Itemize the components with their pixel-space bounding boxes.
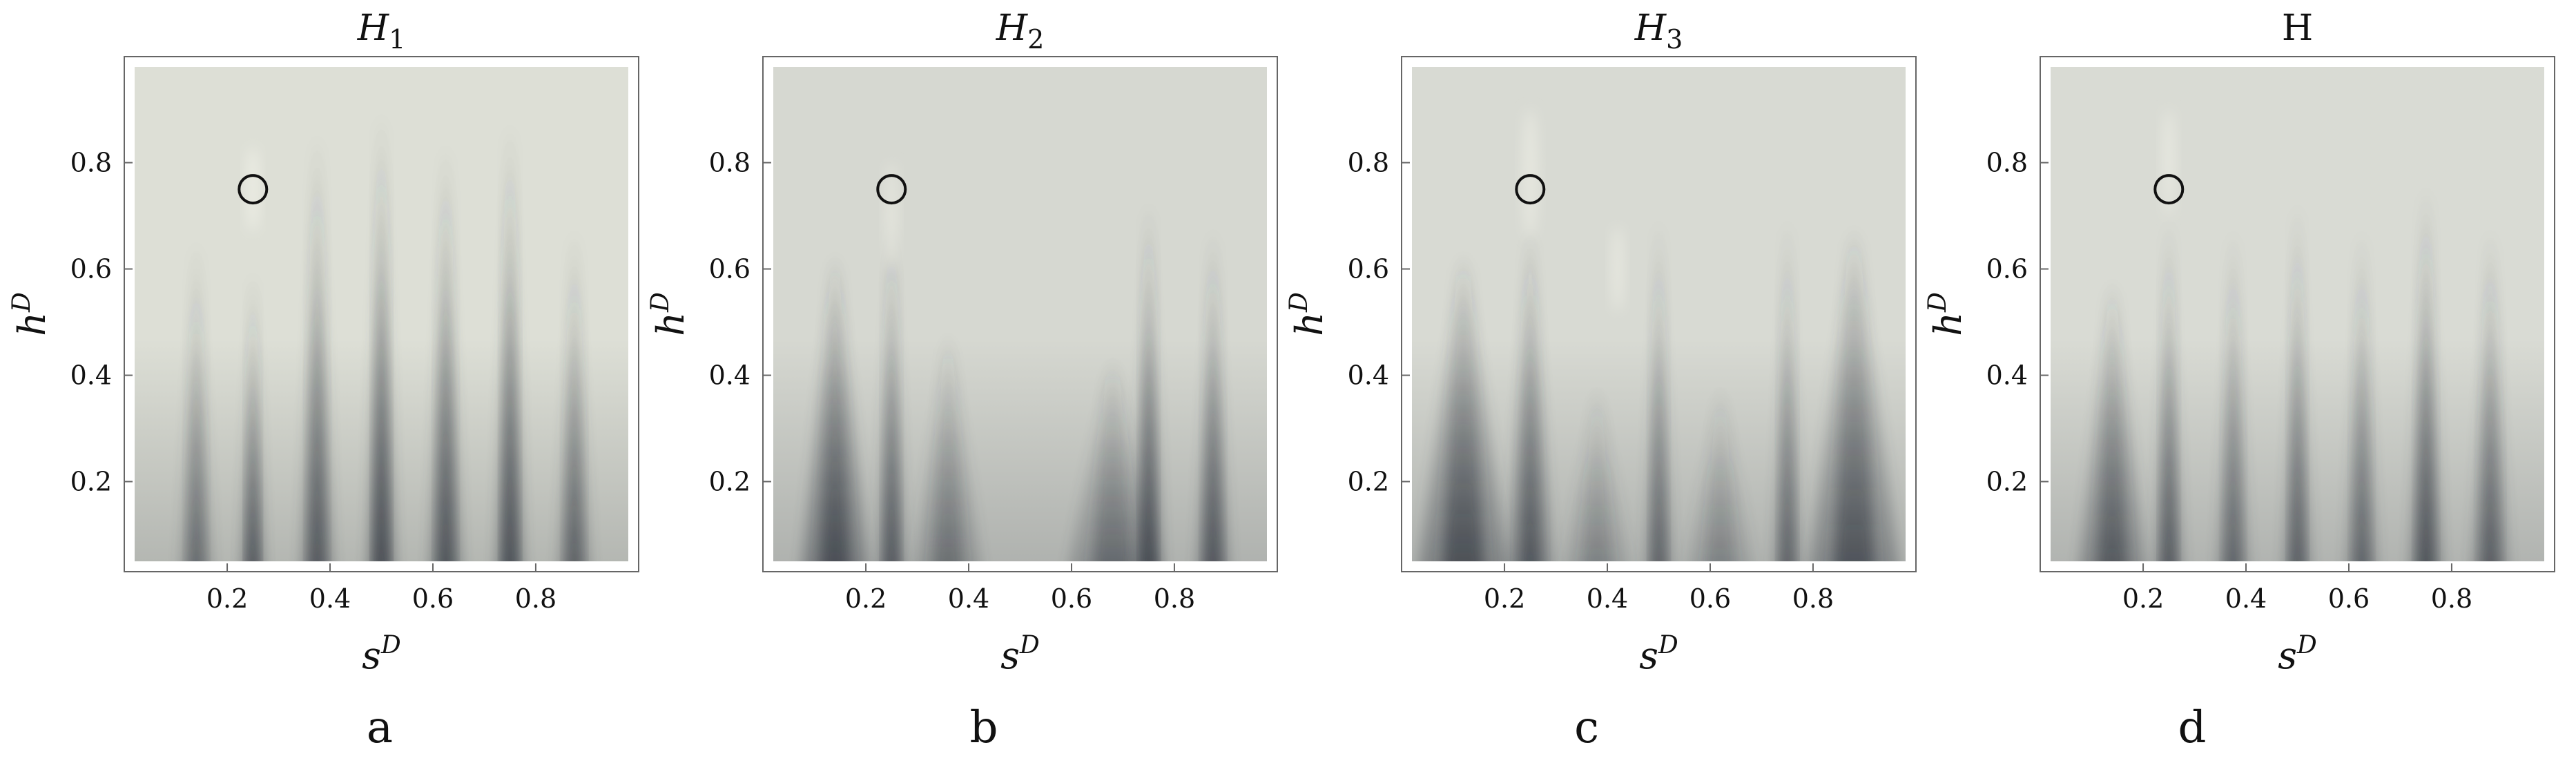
- ridge-core-1: [248, 265, 258, 561]
- ridge-core-4: [438, 137, 453, 561]
- y-tick-label: 0.8: [1348, 148, 1389, 178]
- x-axis-label: sD: [1639, 631, 1678, 677]
- x-tick-label: 0.2: [1484, 583, 1525, 614]
- panel-b: 0.2 0.4 0.6 0.8 0.2 0.4 0.6 0.8 H2 sD hD b: [646, 8, 1278, 753]
- ridge-core-3: [2291, 196, 2304, 561]
- ridge-core-6: [567, 222, 581, 561]
- panel-letter: a: [367, 702, 393, 753]
- x-tick-label: 0.8: [515, 583, 556, 614]
- ridge-core-2: [933, 329, 963, 561]
- x-tick-label: 0.8: [1792, 583, 1834, 614]
- heatmap-area: [135, 67, 628, 561]
- panel-title: H2: [996, 8, 1045, 55]
- light-region-0: [1522, 109, 1538, 238]
- ridge-core-1: [1520, 222, 1540, 561]
- y-tick-label: 0.6: [709, 254, 750, 284]
- x-tick-label: 0.6: [2328, 583, 2370, 614]
- ridge-core-3: [375, 106, 388, 561]
- marker-circle: [1515, 174, 1546, 205]
- x-tick-label: 0.4: [1587, 583, 1628, 614]
- x-axis-label: sD: [1000, 631, 1040, 677]
- ridge-core-2: [310, 126, 325, 561]
- y-tick-label: 0.2: [1986, 467, 2028, 497]
- ridge-core-4: [1705, 382, 1736, 561]
- x-tick-label: 0.6: [412, 583, 454, 614]
- y-tick-label: 0.2: [70, 467, 112, 497]
- y-axis-label: hD: [1285, 292, 1331, 336]
- x-axis-label: sD: [2278, 631, 2317, 677]
- marker-circle: [876, 174, 907, 205]
- heatmap-area: [1412, 67, 1906, 561]
- x-tick-label: 0.2: [845, 583, 887, 614]
- panel-letter: b: [970, 702, 998, 753]
- light-region-1: [1611, 226, 1624, 312]
- y-axis-label: hD: [8, 292, 54, 336]
- marker-circle: [2153, 174, 2185, 205]
- x-tick-label: 0.8: [2431, 583, 2472, 614]
- y-tick-label: 0.6: [70, 254, 112, 284]
- ridge-core-4: [2354, 222, 2369, 561]
- y-tick-label: 0.8: [1986, 148, 2028, 178]
- heatmap-area: [773, 67, 1267, 561]
- y-tick-label: 0.6: [1348, 254, 1389, 284]
- ridge-core-5: [1781, 212, 1794, 561]
- ridge-core-0: [2097, 275, 2128, 561]
- y-axis-label: hD: [1924, 292, 1970, 336]
- ridge-core-3: [1582, 382, 1612, 561]
- heatmap-area: [2051, 67, 2544, 561]
- light-region-0: [246, 146, 260, 232]
- light-region-0: [885, 162, 898, 269]
- y-tick-label: 0.6: [1986, 254, 2028, 284]
- ridge-core-2: [2226, 222, 2240, 561]
- panel-letter: d: [2178, 702, 2207, 753]
- light-region-0: [2162, 109, 2176, 216]
- x-tick-label: 0.2: [2122, 583, 2164, 614]
- marker-circle: [238, 174, 269, 205]
- ridge-core-6: [1834, 222, 1875, 561]
- panel-a: 0.2 0.4 0.6 0.8 0.2 0.4 0.6 0.8 H1 sD hD a: [8, 8, 639, 753]
- panel-c: 0.2 0.4 0.6 0.8 0.2 0.4 0.6 0.8 H3 sD hD c: [1285, 8, 1917, 753]
- ridge-core-6: [2482, 222, 2499, 561]
- y-tick-label: 0.4: [70, 360, 112, 391]
- x-tick-label: 0.8: [1154, 583, 1195, 614]
- y-tick-label: 0.4: [709, 360, 750, 391]
- x-tick-label: 0.4: [2225, 583, 2267, 614]
- ridge-core-1: [885, 212, 898, 561]
- x-axis-label: sD: [362, 631, 401, 677]
- y-axis-label: hD: [646, 292, 693, 336]
- ridge-core-2: [1652, 212, 1665, 561]
- x-tick-label: 0.6: [1689, 583, 1731, 614]
- ridge-core-5: [2419, 180, 2433, 561]
- y-tick-label: 0.8: [709, 148, 750, 178]
- ridge-core-4: [1142, 196, 1155, 561]
- panel-title: H1: [357, 8, 406, 55]
- x-tick-label: 0.2: [206, 583, 248, 614]
- y-tick-label: 0.4: [1986, 360, 2028, 391]
- y-tick-label: 0.8: [70, 148, 112, 178]
- y-tick-label: 0.4: [1348, 360, 1389, 391]
- ridge-core-1: [2162, 212, 2176, 561]
- ridge-core-3: [1093, 356, 1133, 561]
- panel-title: H: [2282, 8, 2313, 49]
- ridge-core-0: [820, 249, 851, 561]
- x-tick-label: 0.6: [1051, 583, 1092, 614]
- ridge-core-0: [189, 233, 204, 561]
- y-tick-label: 0.2: [709, 467, 750, 497]
- ridge-core-5: [1205, 222, 1220, 561]
- panel-letter: c: [1574, 702, 1599, 753]
- y-tick-label: 0.2: [1348, 467, 1389, 497]
- ridge-core-0: [1443, 249, 1484, 561]
- panel-title: H3: [1634, 8, 1683, 55]
- ridge-core-5: [503, 116, 516, 561]
- x-tick-label: 0.4: [309, 583, 351, 614]
- x-tick-label: 0.4: [948, 583, 989, 614]
- panel-d: 0.2 0.4 0.6 0.8 0.2 0.4 0.6 0.8 HsD hD d: [1924, 8, 2555, 753]
